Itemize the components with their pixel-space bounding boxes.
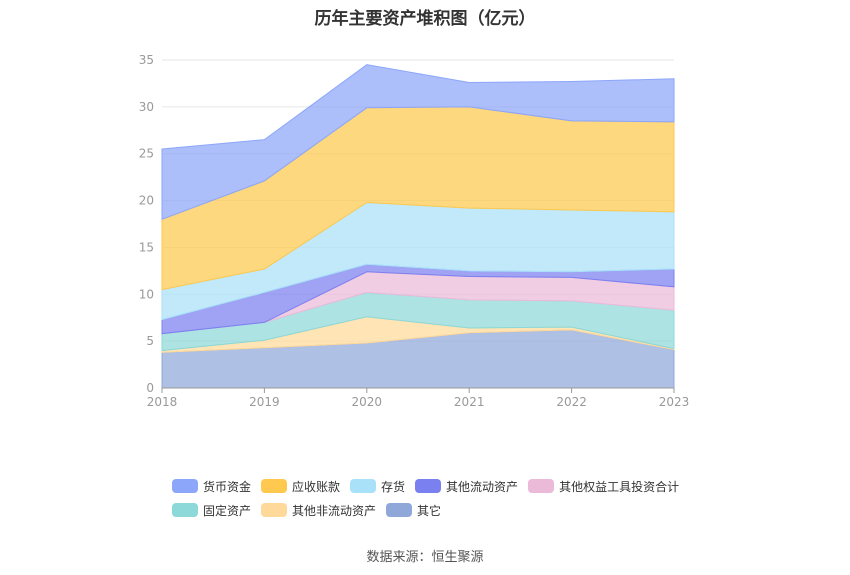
x-tick-label: 2023: [659, 395, 690, 409]
legend-item[interactable]: 其他权益工具投资合计: [528, 478, 679, 495]
legend-label: 其他流动资产: [446, 479, 519, 494]
legend-row: 货币资金 应收账款 存货 其他流动资产 其他权益工具投资合计: [172, 474, 712, 498]
y-tick-label: 15: [139, 240, 154, 254]
legend-swatch: [261, 479, 288, 493]
legend-swatch: [386, 503, 413, 517]
y-tick-label: 25: [139, 147, 154, 161]
legend-label: 存货: [381, 479, 406, 494]
legend-swatch: [261, 503, 288, 517]
legend-swatch: [172, 479, 198, 493]
legend-row: 固定资产 其他非流动资产 其它: [172, 498, 712, 522]
legend-label: 其他权益工具投资合计: [559, 479, 680, 494]
legend-swatch: [350, 479, 377, 493]
x-tick-label: 2022: [556, 395, 587, 409]
legend-label: 其它: [417, 503, 442, 518]
legend-item[interactable]: 存货: [350, 478, 405, 495]
legend-swatch: [172, 503, 198, 517]
data-source: 数据来源：恒生聚源: [366, 550, 484, 565]
legend-item[interactable]: 货币资金: [172, 478, 251, 495]
x-tick-label: 2020: [352, 395, 383, 409]
x-tick-label: 2019: [249, 395, 280, 409]
legend-item[interactable]: 应收账款: [261, 478, 340, 495]
legend-swatch: [415, 479, 442, 493]
legend-item[interactable]: 其他流动资产: [415, 478, 518, 495]
legend-label: 应收账款: [292, 479, 341, 494]
legend-item[interactable]: 其它: [386, 502, 441, 519]
y-tick-label: 35: [139, 53, 154, 67]
legend-item[interactable]: 其他非流动资产: [261, 502, 376, 519]
legend: 货币资金 应收账款 存货 其他流动资产 其他权益工具投资合计固定资产 其他非流动资产 其它: [172, 474, 712, 522]
legend-label: 其他非流动资产: [292, 503, 377, 518]
y-tick-label: 20: [139, 194, 154, 208]
legend-label: 货币资金: [203, 479, 252, 494]
legend-item[interactable]: 固定资产: [172, 502, 251, 519]
y-tick-label: 0: [146, 381, 154, 395]
y-tick-label: 10: [139, 287, 154, 301]
x-tick-label: 2018: [147, 395, 178, 409]
legend-swatch: [528, 479, 555, 493]
x-tick-label: 2021: [454, 395, 485, 409]
y-tick-label: 5: [146, 334, 154, 348]
y-tick-label: 30: [139, 100, 154, 114]
area-series-7: [161, 64, 675, 221]
legend-label: 固定资产: [203, 503, 252, 518]
chart-title: 历年主要资产堆积图（亿元）: [314, 9, 536, 29]
